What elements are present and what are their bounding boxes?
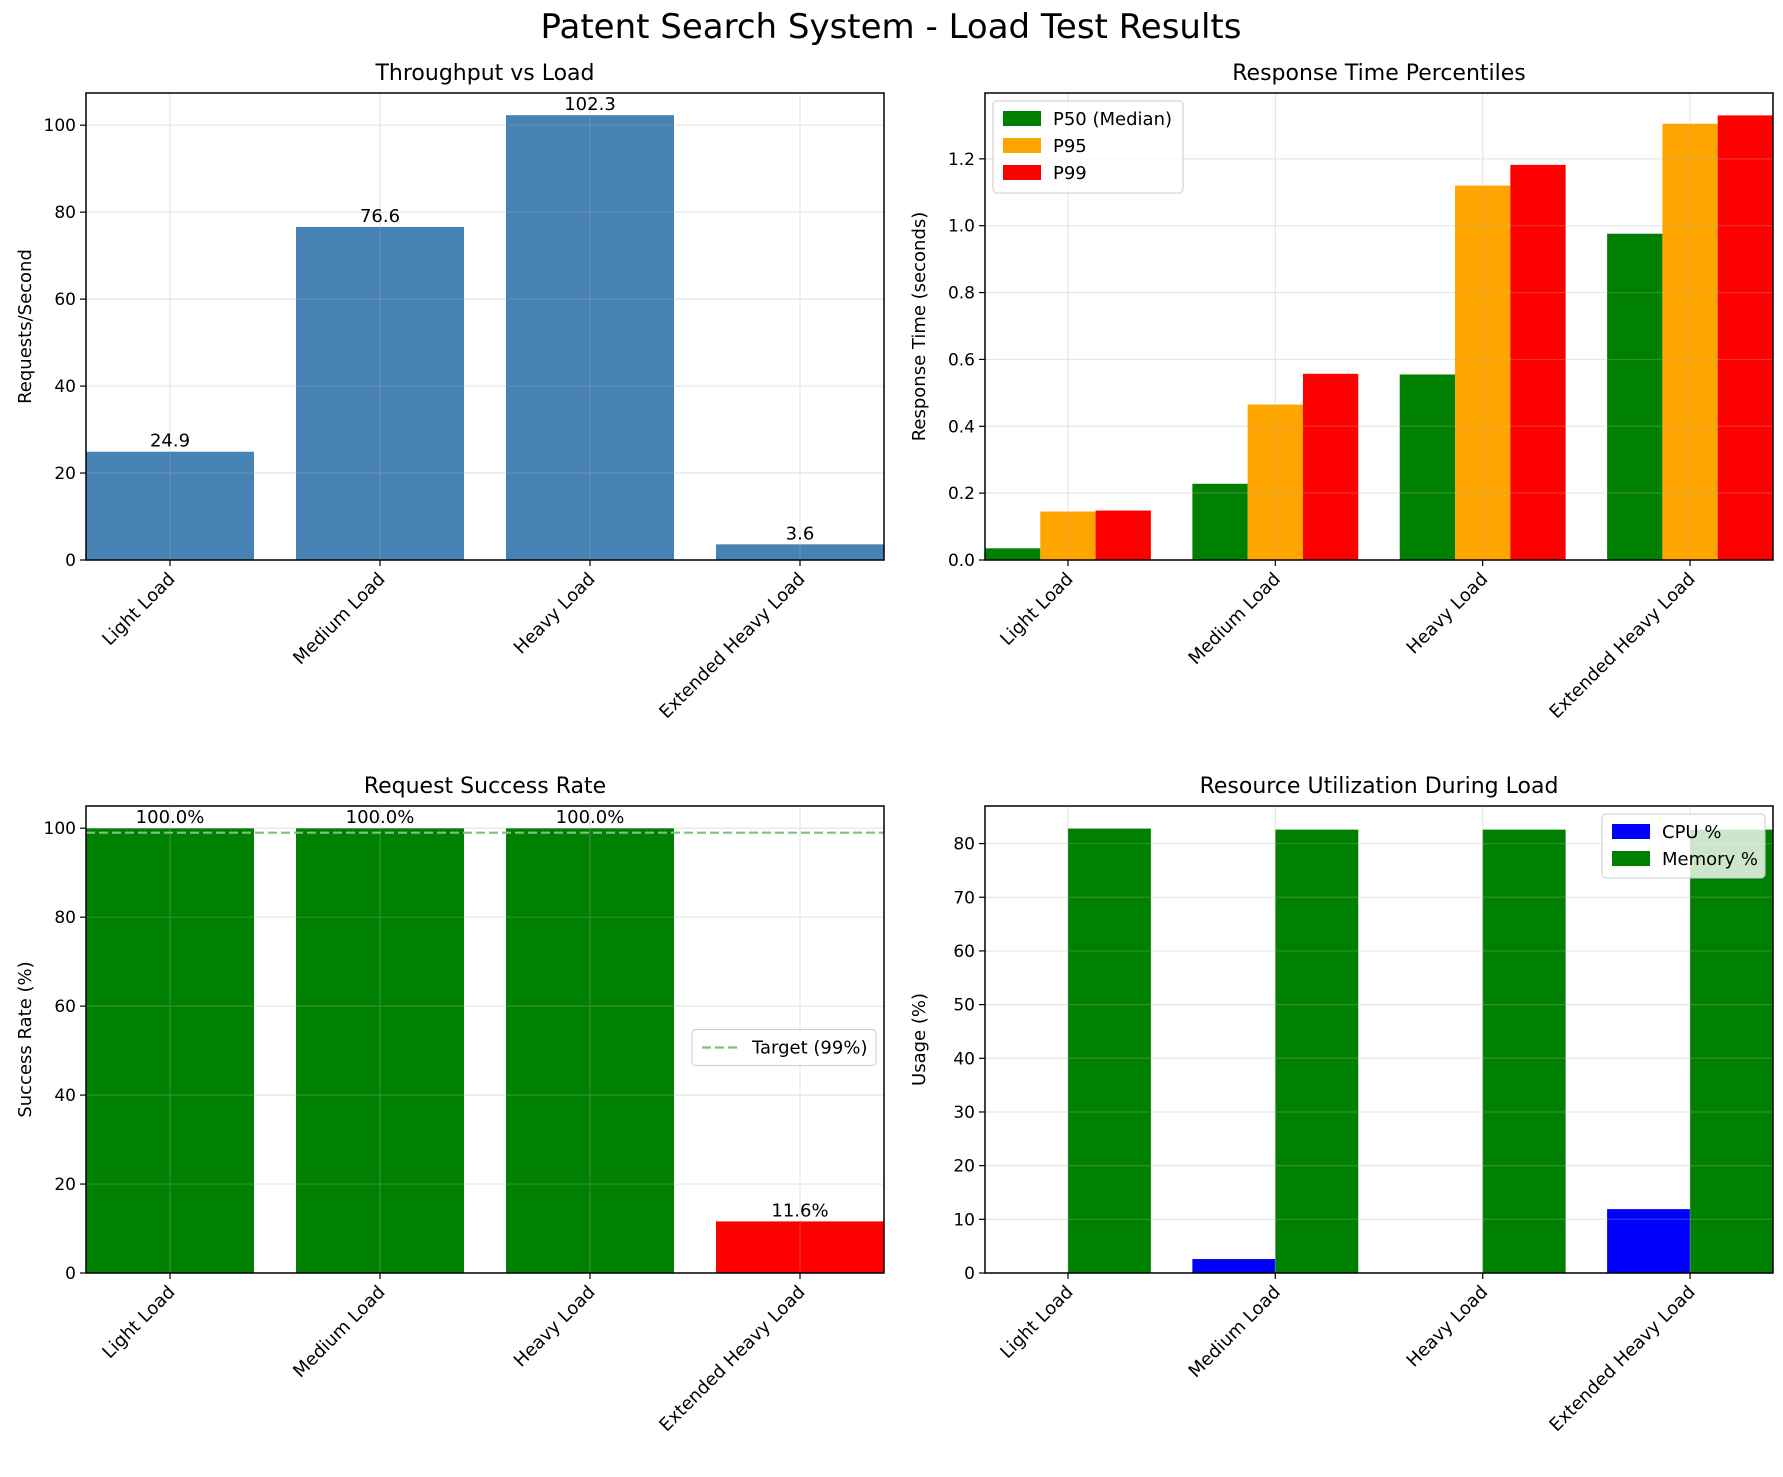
y-tick-label: 80 <box>54 908 76 928</box>
panel-title: Request Success Rate <box>364 774 606 799</box>
y-tick-label: 0.6 <box>948 350 975 370</box>
y-tick-label: 1.2 <box>948 150 975 170</box>
legend-label: P95 <box>1053 136 1087 157</box>
data-label: 102.3 <box>564 94 616 115</box>
y-axis-label: Usage (%) <box>909 993 930 1086</box>
y-tick-label: 20 <box>54 1175 76 1195</box>
bar-p50-median <box>985 548 1040 560</box>
y-axis-label: Response Time (seconds) <box>909 212 930 442</box>
data-label: 24.9 <box>150 431 190 452</box>
y-tick-label: 80 <box>953 835 975 855</box>
y-tick-label: 40 <box>54 1086 76 1106</box>
legend-swatch <box>1003 165 1041 180</box>
y-tick-label: 60 <box>54 290 76 310</box>
y-axis-label: Requests/Second <box>15 249 36 404</box>
y-tick-label: 60 <box>54 997 76 1017</box>
y-tick-label: 20 <box>953 1157 975 1177</box>
legend-label: CPU % <box>1662 822 1721 843</box>
legend-label: Target (99%) <box>751 1038 867 1059</box>
y-tick-label: 0.4 <box>948 417 975 437</box>
data-label: 100.0% <box>136 807 205 828</box>
y-tick-label: 30 <box>953 1103 975 1123</box>
bar-cpu <box>1192 1259 1275 1273</box>
legend-swatch <box>1612 851 1650 866</box>
y-tick-label: 0 <box>65 1264 76 1284</box>
bar-memory <box>1690 830 1773 1273</box>
panel-title: Resource Utilization During Load <box>1200 774 1559 799</box>
y-tick-label: 100 <box>44 819 76 839</box>
y-tick-label: 0.2 <box>948 484 975 504</box>
y-tick-label: 1.0 <box>948 217 975 237</box>
legend: CPU % Memory % <box>1602 814 1765 878</box>
bar-p99 <box>1096 511 1151 560</box>
y-tick-label: 40 <box>953 1049 975 1069</box>
y-tick-label: 0.0 <box>948 551 975 571</box>
y-tick-label: 20 <box>54 464 76 484</box>
bar-p99 <box>1303 374 1358 560</box>
bar-memory <box>1068 829 1151 1273</box>
bar-p50-median <box>1192 484 1247 560</box>
data-label: 11.6% <box>771 1200 828 1221</box>
data-label: 3.6 <box>786 523 815 544</box>
y-tick-label: 50 <box>953 996 975 1016</box>
legend: P50 (Median) P95 P99 <box>993 101 1183 193</box>
panel-title: Response Time Percentiles <box>1232 61 1526 86</box>
legend-label: P50 (Median) <box>1053 109 1172 130</box>
y-tick-label: 0 <box>65 551 76 571</box>
bar-p99 <box>1510 165 1565 560</box>
legend-swatch <box>1003 138 1041 153</box>
bar-p50-median <box>1400 374 1455 560</box>
legend: Target (99%) <box>692 1030 876 1066</box>
y-axis-label: Success Rate (%) <box>15 961 36 1117</box>
y-tick-label: 0 <box>964 1264 975 1284</box>
legend-swatch <box>1003 111 1041 126</box>
data-label: 100.0% <box>346 807 415 828</box>
y-tick-label: 100 <box>44 116 76 136</box>
legend-swatch <box>1612 824 1650 839</box>
legend-label: P99 <box>1053 163 1087 184</box>
data-label: 76.6 <box>360 206 400 227</box>
bar-p50-median <box>1607 234 1662 560</box>
y-tick-label: 10 <box>953 1210 975 1230</box>
y-tick-label: 80 <box>54 203 76 223</box>
y-tick-label: 0.8 <box>948 284 975 304</box>
y-tick-label: 60 <box>953 942 975 962</box>
y-tick-label: 40 <box>54 377 76 397</box>
y-tick-label: 70 <box>953 888 975 908</box>
data-label: 100.0% <box>556 807 625 828</box>
legend-label: Memory % <box>1662 849 1758 870</box>
bar-memory <box>1275 830 1358 1273</box>
panel-title: Throughput vs Load <box>374 61 594 86</box>
bar-memory <box>1483 830 1566 1273</box>
bar-cpu <box>1607 1209 1690 1273</box>
figure-title: Patent Search System - Load Test Results <box>541 7 1242 47</box>
